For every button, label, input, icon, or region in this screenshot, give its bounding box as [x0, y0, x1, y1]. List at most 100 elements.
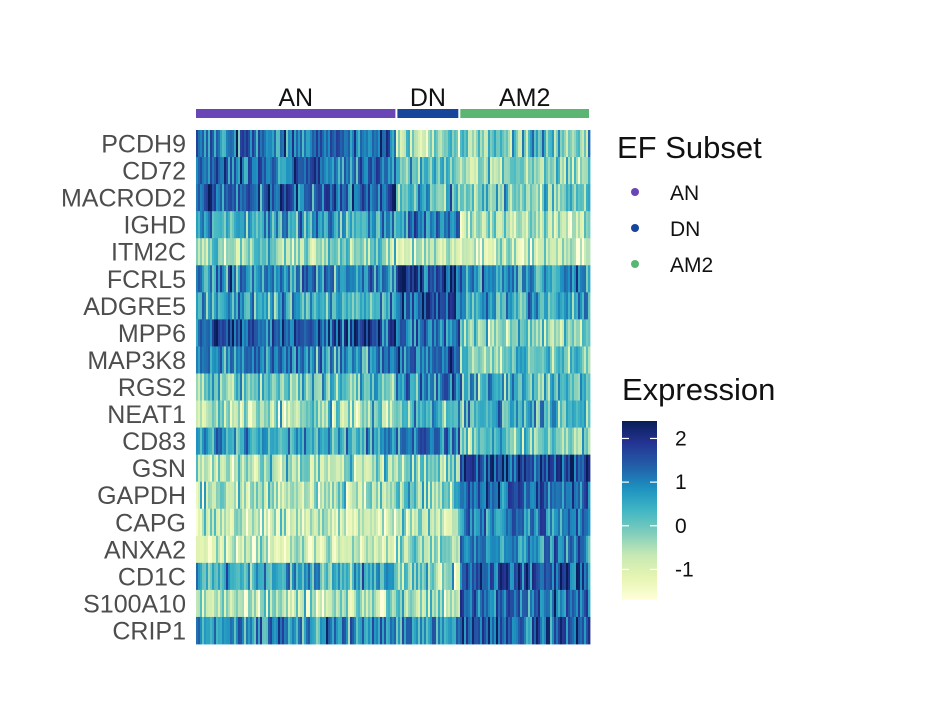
- heatmap-cell: [586, 265, 589, 293]
- heatmap-cell: [428, 265, 431, 293]
- heatmap-cell: [478, 373, 481, 401]
- heatmap-cell: [548, 616, 551, 645]
- heatmap-cell: [450, 157, 453, 185]
- heatmap-cell: [252, 589, 255, 618]
- heatmap-cell: [206, 211, 209, 239]
- heatmap-cell: [486, 211, 489, 239]
- heatmap-cell: [534, 481, 537, 510]
- heatmap-cell: [462, 589, 465, 618]
- heatmap-cell: [528, 535, 531, 564]
- heatmap-cell: [316, 589, 319, 618]
- heatmap-cell: [404, 319, 407, 347]
- heatmap-cell: [510, 319, 513, 347]
- heatmap-cell: [480, 292, 483, 320]
- heatmap-cell: [382, 373, 385, 401]
- heatmap-cell: [218, 427, 221, 456]
- heatmap-cell: [522, 238, 525, 266]
- heatmap-cell: [396, 400, 399, 428]
- heatmap-cell: [382, 130, 385, 158]
- heatmap-cell: [488, 130, 491, 158]
- heatmap-cell: [454, 589, 457, 618]
- heatmap-cell: [528, 589, 531, 618]
- heatmap-cell: [428, 481, 431, 510]
- heatmap-cell: [428, 238, 431, 266]
- heatmap-cell: [324, 265, 327, 293]
- heatmap-cell: [396, 454, 399, 483]
- heatmap-cell: [318, 292, 321, 320]
- heatmap-cell: [518, 535, 521, 564]
- heatmap-cell: [440, 265, 443, 293]
- heatmap-cell: [250, 265, 253, 293]
- heatmap-cell: [574, 454, 577, 483]
- heatmap-cell: [428, 292, 431, 320]
- heatmap-cell: [208, 562, 211, 591]
- heatmap-cell: [426, 319, 429, 347]
- heatmap-cell: [200, 157, 203, 185]
- heatmap-cell: [582, 373, 585, 401]
- heatmap-cell: [406, 589, 409, 618]
- heatmap-cell: [230, 265, 233, 293]
- heatmap-cell: [336, 481, 339, 510]
- heatmap-cell: [366, 616, 369, 645]
- heatmap-cell: [318, 589, 321, 618]
- heatmap-cell: [366, 535, 369, 564]
- heatmap-cell: [356, 157, 359, 185]
- heatmap-cell: [228, 238, 231, 266]
- heatmap-cell: [546, 400, 549, 428]
- heatmap-cell: [246, 454, 249, 483]
- heatmap-cell: [422, 265, 425, 293]
- heatmap-cell: [558, 589, 561, 618]
- heatmap-cell: [352, 616, 355, 645]
- heatmap-cell: [478, 427, 481, 456]
- heatmap-cell: [298, 157, 301, 185]
- heatmap-cell: [264, 454, 267, 483]
- heatmap-cell: [492, 481, 495, 510]
- heatmap-cell: [496, 481, 499, 510]
- heatmap-cell: [448, 319, 451, 347]
- heatmap-cell: [296, 130, 299, 158]
- heatmap-cell: [242, 346, 245, 374]
- heatmap-cell: [406, 157, 409, 185]
- heatmap-cell: [350, 373, 353, 401]
- heatmap-cell: [468, 265, 471, 293]
- heatmap-cell: [334, 184, 337, 212]
- heatmap-cell: [230, 427, 233, 456]
- heatmap-cell: [370, 211, 373, 239]
- heatmap-cell: [330, 373, 333, 401]
- heatmap-cell: [348, 616, 351, 645]
- heatmap-cell: [454, 454, 457, 483]
- heatmap-cell: [268, 184, 271, 212]
- heatmap-cell: [272, 211, 275, 239]
- heatmap-cell: [526, 589, 529, 618]
- heatmap-cell: [248, 157, 251, 185]
- heatmap-cell: [412, 130, 415, 158]
- heatmap-cell: [456, 400, 459, 428]
- heatmap-cell: [586, 508, 589, 537]
- heatmap-cell: [500, 589, 503, 618]
- heatmap-cell: [456, 589, 459, 618]
- heatmap-cell: [294, 589, 297, 618]
- heatmap-cell: [418, 400, 421, 428]
- heatmap-cell: [384, 508, 387, 537]
- heatmap-cell: [234, 562, 237, 591]
- heatmap-cell: [336, 265, 339, 293]
- heatmap-cell: [232, 373, 235, 401]
- heatmap-cell: [390, 562, 393, 591]
- heatmap-cell: [528, 292, 531, 320]
- heatmap-cell: [586, 481, 589, 510]
- heatmap-cell: [272, 292, 275, 320]
- heatmap-cell: [252, 427, 255, 456]
- heatmap-cell: [514, 427, 517, 456]
- heatmap-cell: [564, 616, 567, 645]
- heatmap-cell: [294, 616, 297, 645]
- heatmap-cell: [256, 454, 259, 483]
- heatmap-cell: [226, 616, 229, 645]
- heatmap-cell: [304, 508, 307, 537]
- heatmap-cell: [500, 616, 503, 645]
- heatmap-cell: [210, 184, 213, 212]
- heatmap-cell: [448, 130, 451, 158]
- heatmap-cell: [274, 346, 277, 374]
- heatmap-cell: [344, 211, 347, 239]
- heatmap-cell: [226, 130, 229, 158]
- heatmap-cell: [542, 292, 545, 320]
